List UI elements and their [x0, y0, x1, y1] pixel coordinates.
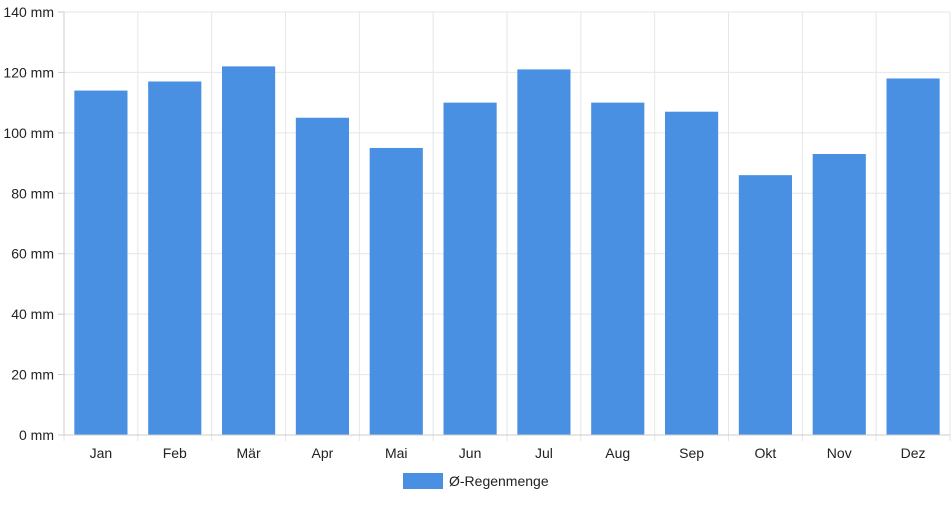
y-tick-labels: 0 mm 20 mm 40 mm 60 mm 80 mm 100 mm 120 mm 140 …	[3, 4, 54, 443]
y-tick-label: 120 mm	[3, 64, 54, 80]
x-tick-label: Mär	[237, 445, 261, 461]
x-tick-label: Jul	[535, 445, 553, 461]
bar-mär[interactable]	[222, 66, 276, 435]
x-tick-labels: Jan Feb Mär Apr Mai Jun Jul Aug Sep Okt Nov Dez	[90, 445, 926, 461]
y-tick-label: 80 mm	[11, 185, 54, 201]
y-tick-label: 60 mm	[11, 246, 54, 262]
bar-okt[interactable]	[738, 175, 792, 435]
bar-apr[interactable]	[295, 117, 349, 435]
x-tick-label: Mai	[385, 445, 408, 461]
bar-mai[interactable]	[369, 147, 423, 435]
axes	[58, 11, 950, 436]
bar-sep[interactable]	[665, 111, 719, 435]
y-tick-label: 140 mm	[3, 4, 54, 20]
legend[interactable]: Ø-Regenmenge	[403, 473, 549, 489]
bar-nov[interactable]	[812, 154, 866, 435]
x-tick-label: Jun	[459, 445, 482, 461]
x-tick-label: Nov	[827, 445, 852, 461]
x-tick-label: Feb	[163, 445, 187, 461]
legend-label: Ø-Regenmenge	[449, 473, 549, 489]
bar-jul[interactable]	[517, 69, 571, 436]
bars	[74, 66, 940, 436]
bar-aug[interactable]	[591, 102, 645, 436]
x-tick-label: Jan	[90, 445, 113, 461]
x-tick-label: Okt	[755, 445, 777, 461]
bar-feb[interactable]	[148, 81, 202, 435]
x-tick-label: Apr	[312, 445, 334, 461]
x-tick-label: Aug	[605, 445, 630, 461]
x-tick-label: Dez	[901, 445, 926, 461]
y-tick-label: 0 mm	[19, 427, 54, 443]
y-tick-label: 40 mm	[11, 306, 54, 322]
bar-dez[interactable]	[886, 78, 940, 435]
x-tick-label: Sep	[679, 445, 704, 461]
y-tick-label: 100 mm	[3, 125, 54, 141]
y-tick-label: 20 mm	[11, 367, 54, 383]
legend-swatch	[403, 473, 443, 489]
bar-jun[interactable]	[443, 102, 497, 436]
grid-lines	[63, 11, 951, 441]
bar-jan[interactable]	[74, 90, 128, 436]
